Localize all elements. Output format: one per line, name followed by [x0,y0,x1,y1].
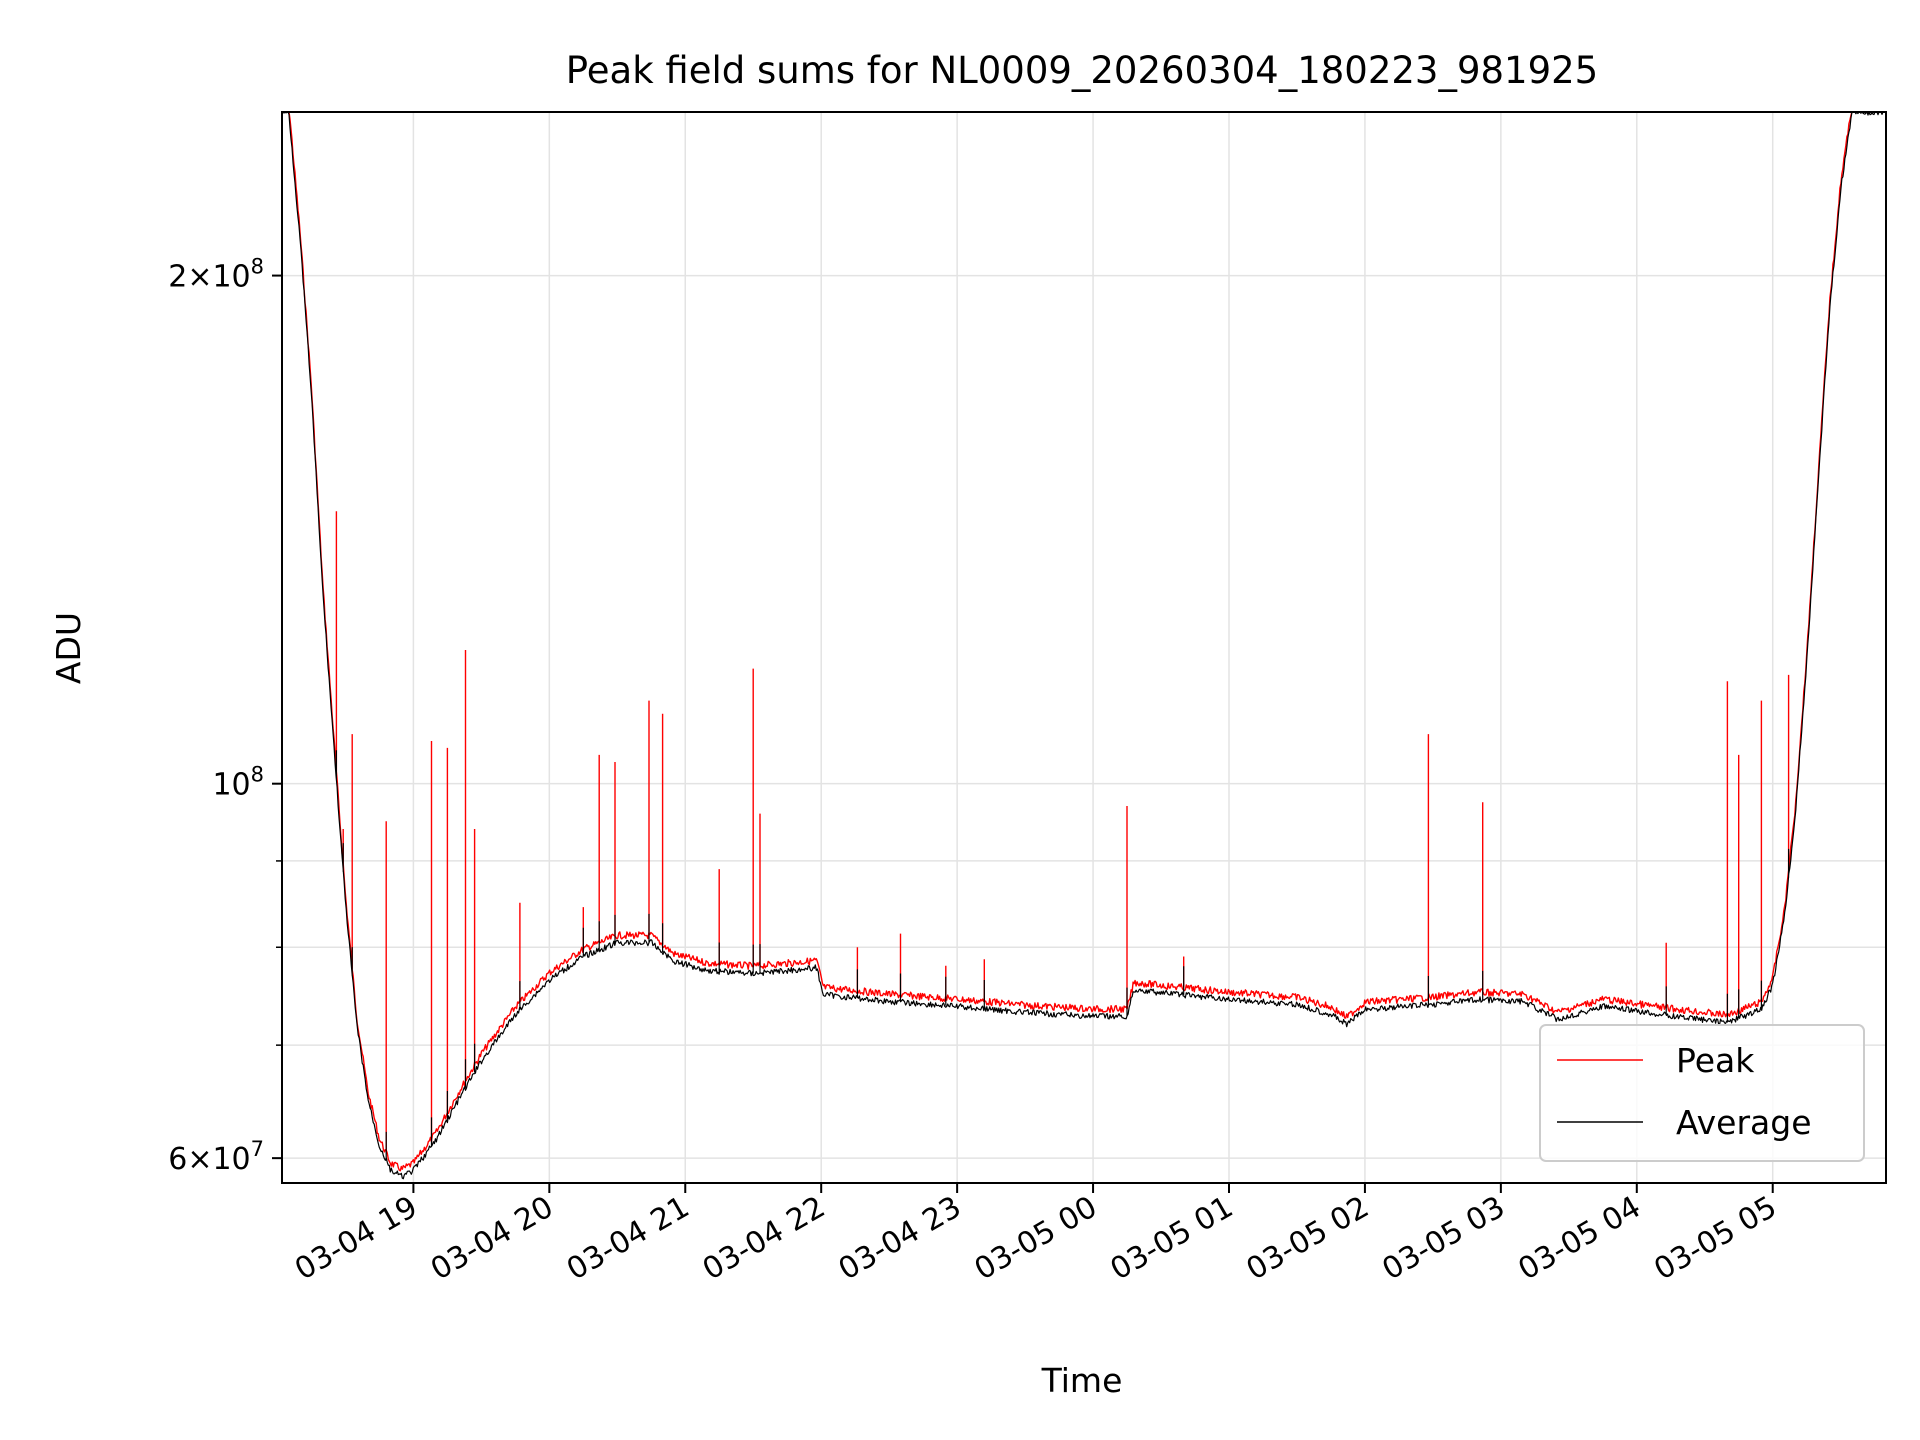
y-tick-exponent: 8 [251,255,264,279]
y-tick-label: 108 [212,763,264,803]
y-tick-base: 10 [212,768,250,803]
x-tick-label: 03-05 05 [1648,1190,1782,1288]
y-axis-label: ADU [49,612,88,684]
chart-title: Peak field sums for NL0009_20260304_1802… [566,49,1598,92]
y-tick-exponent: 7 [251,1137,264,1161]
x-tick-label: 03-04 23 [833,1190,967,1288]
plot-area [282,112,1886,1180]
y-tick-times: ×10 [187,1142,250,1177]
series-line-average [282,112,1886,1180]
y-tick-exponent: 8 [251,763,264,787]
axes-frame [281,111,1887,1184]
y-tick-label: 2×108 [168,255,264,295]
y-tick-label: 6×107 [168,1137,264,1177]
legend-box [1539,1024,1865,1162]
grid [282,112,1886,1183]
y-tick-times: ×10 [187,260,250,295]
x-tick-label: 03-05 03 [1377,1190,1511,1288]
x-axis-label: Time [1041,1361,1123,1400]
x-tick-label: 03-04 20 [425,1190,559,1288]
y-tick-mantissa: 2 [168,260,187,295]
x-tick-label: 03-04 22 [697,1190,831,1288]
x-tick-label: 03-04 21 [561,1190,695,1288]
x-tick-label: 03-05 04 [1512,1190,1646,1288]
legend: Peak Average [1539,1024,1865,1162]
x-tick-label: 03-05 02 [1241,1190,1375,1288]
x-tick-label: 03-05 01 [1105,1190,1239,1288]
legend-average-label: Average [1676,1103,1812,1142]
legend-peak-label: Peak [1676,1041,1755,1080]
x-axis: 03-04 19 03-04 20 03-04 21 03-04 22 03-04 23… [289,1183,1783,1287]
x-tick-label: 03-05 00 [969,1190,1103,1288]
y-tick-mantissa: 6 [168,1142,187,1177]
x-tick-label: 03-04 19 [289,1190,423,1288]
